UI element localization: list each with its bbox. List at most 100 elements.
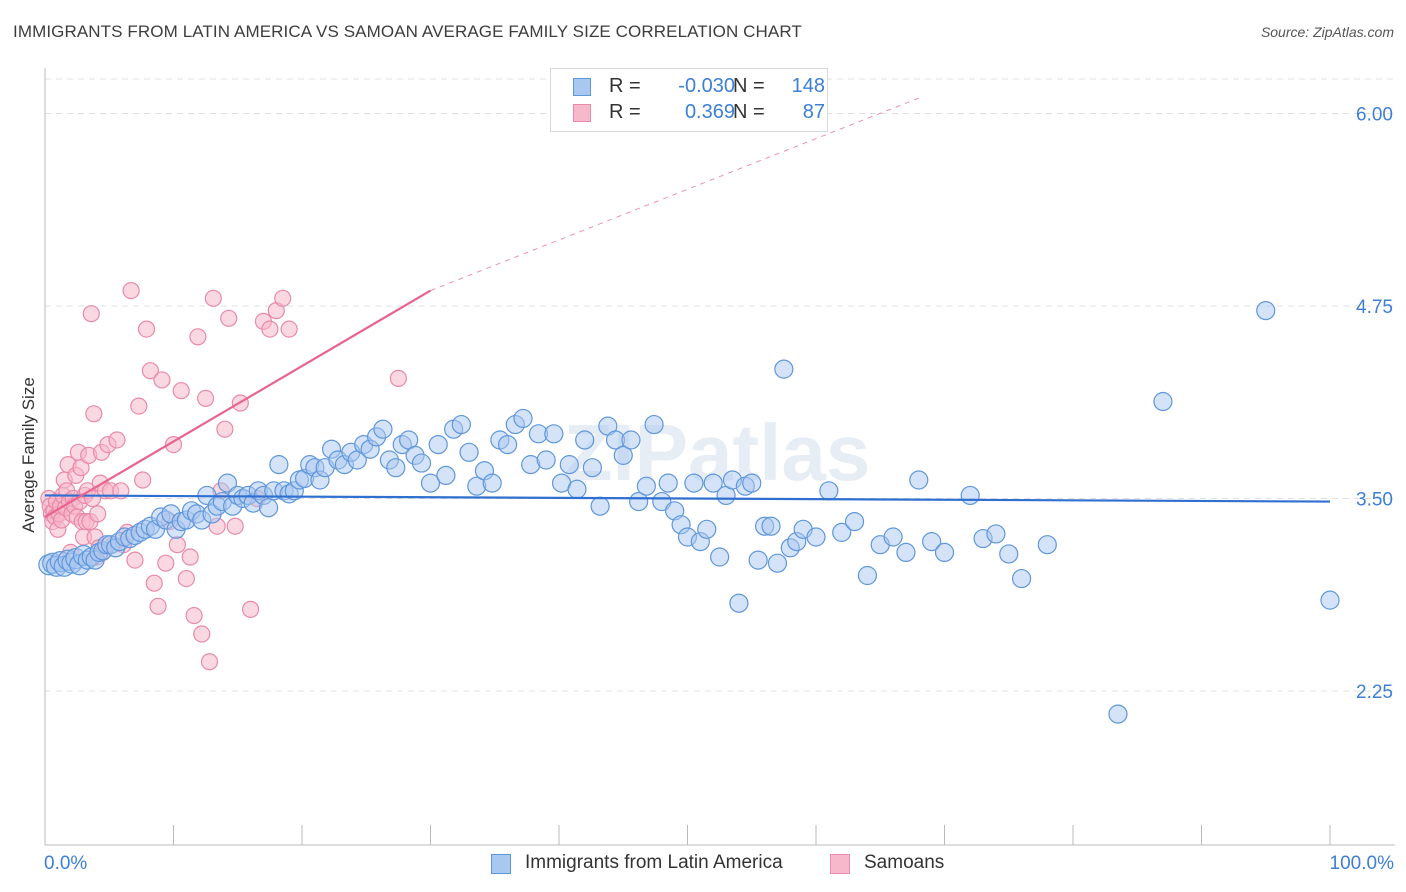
latin-america-point [498, 435, 518, 455]
samoans-trend-extension [430, 97, 919, 292]
samoans-point [193, 625, 211, 643]
y-tick-label: 2.25 [1356, 682, 1393, 703]
latin-america-point [999, 544, 1019, 564]
latin-america-point [742, 473, 762, 493]
latin-america-point [658, 473, 678, 493]
latin-america-point [806, 527, 826, 547]
latin-america-point [922, 532, 942, 552]
latin-america-point [536, 450, 556, 470]
latin-america-point [373, 419, 393, 439]
latin-america-point [1011, 568, 1032, 589]
series-name: Samoans [864, 852, 945, 873]
samoans-point [189, 328, 207, 346]
samoans-point [261, 320, 279, 338]
latin-america-point [459, 442, 479, 462]
latin-america-point [767, 553, 788, 573]
latin-america-point [575, 430, 595, 450]
latin-america-point [1320, 590, 1340, 610]
latin-america-point [482, 473, 502, 493]
latin-america-trend-line [44, 494, 1331, 503]
latin-america-point [559, 455, 579, 475]
samoans-point [149, 597, 167, 615]
n-value: 148 [791, 75, 825, 97]
blue-swatch [573, 78, 591, 96]
n-label: N = [733, 75, 765, 97]
n-value: 87 [802, 101, 825, 123]
latin-america-point [761, 516, 781, 536]
samoans-point [122, 282, 140, 300]
latin-america-point [1256, 301, 1276, 321]
samoans-point [134, 471, 152, 489]
samoans-point [153, 371, 171, 389]
samoans-point [185, 606, 203, 625]
y-tick-label: 6.00 [1356, 105, 1393, 126]
samoans-point [157, 554, 175, 572]
samoans-point [280, 320, 298, 338]
r-label: R = [609, 101, 641, 123]
trend-lines [44, 97, 1331, 518]
latin-america-point [774, 359, 794, 379]
latin-america-point [729, 593, 749, 613]
x-tick-label: 0.0% [44, 853, 87, 874]
samoans-point [216, 420, 234, 438]
samoans-trend-line [44, 289, 432, 518]
latin-america-point [703, 473, 723, 493]
samoans-point [197, 389, 215, 407]
latin-america-point [697, 519, 717, 539]
samoans-point [220, 309, 238, 327]
latin-america-point [1108, 704, 1128, 724]
y-tick-label: 4.75 [1356, 297, 1393, 318]
latin-america-point [748, 550, 768, 570]
r-value: 0.369 [684, 101, 735, 123]
r-label: R = [609, 75, 641, 97]
latin-america-point [652, 491, 672, 512]
latin-america-point [909, 470, 929, 490]
latin-america-point [1037, 535, 1057, 555]
latin-america-point [411, 453, 432, 473]
chart-title: IMMIGRANTS FROM LATIN AMERICA VS SAMOAN … [13, 22, 802, 41]
latin-america-point [567, 479, 587, 499]
samoans-point [242, 600, 260, 618]
samoans-point [200, 653, 219, 671]
latin-america-point [613, 445, 633, 465]
y-tick-label: 3.50 [1356, 490, 1393, 511]
latin-america-point [420, 473, 441, 493]
latin-america-point [710, 547, 730, 567]
samoans-point [82, 305, 100, 323]
n-label: N = [733, 101, 765, 123]
latin-america-point [684, 473, 704, 493]
latin-america-point [986, 524, 1006, 544]
samoans-point [126, 551, 144, 569]
x-tick-label: 100.0% [1330, 853, 1395, 874]
latin-america-point [1153, 391, 1173, 412]
latin-america-point [819, 481, 839, 501]
correlation-legend: R = -0.030 N = 148 R = 0.369 N = 87 [550, 68, 828, 132]
latin-america-point [896, 542, 916, 563]
samoans-point [137, 320, 156, 338]
series-name: Immigrants from Latin America [525, 852, 783, 873]
latin-america-point [386, 458, 406, 478]
latin-america-point [644, 414, 664, 435]
samoans-point [172, 382, 190, 400]
samoans-point [164, 436, 183, 454]
latin-america-point [217, 473, 238, 493]
samoans-point [226, 517, 244, 535]
samoans-point [72, 459, 90, 477]
samoans-point [85, 405, 103, 423]
source-label: Source: ZipAtlas.com [1260, 24, 1394, 40]
samoans-point [204, 289, 222, 307]
latin-america-point [857, 565, 878, 586]
samoans-point [389, 369, 407, 387]
latin-america-point [844, 511, 865, 532]
latin-america-point [436, 465, 456, 485]
samoans-point [83, 489, 102, 508]
latin-america-point [258, 498, 279, 518]
samoans-point [130, 397, 148, 415]
pink-swatch [573, 104, 591, 122]
samoans-point [108, 431, 126, 449]
samoans-point [89, 505, 107, 523]
latin-america-point [629, 491, 649, 512]
latin-america-point [582, 458, 603, 478]
latin-america-point [621, 430, 641, 450]
